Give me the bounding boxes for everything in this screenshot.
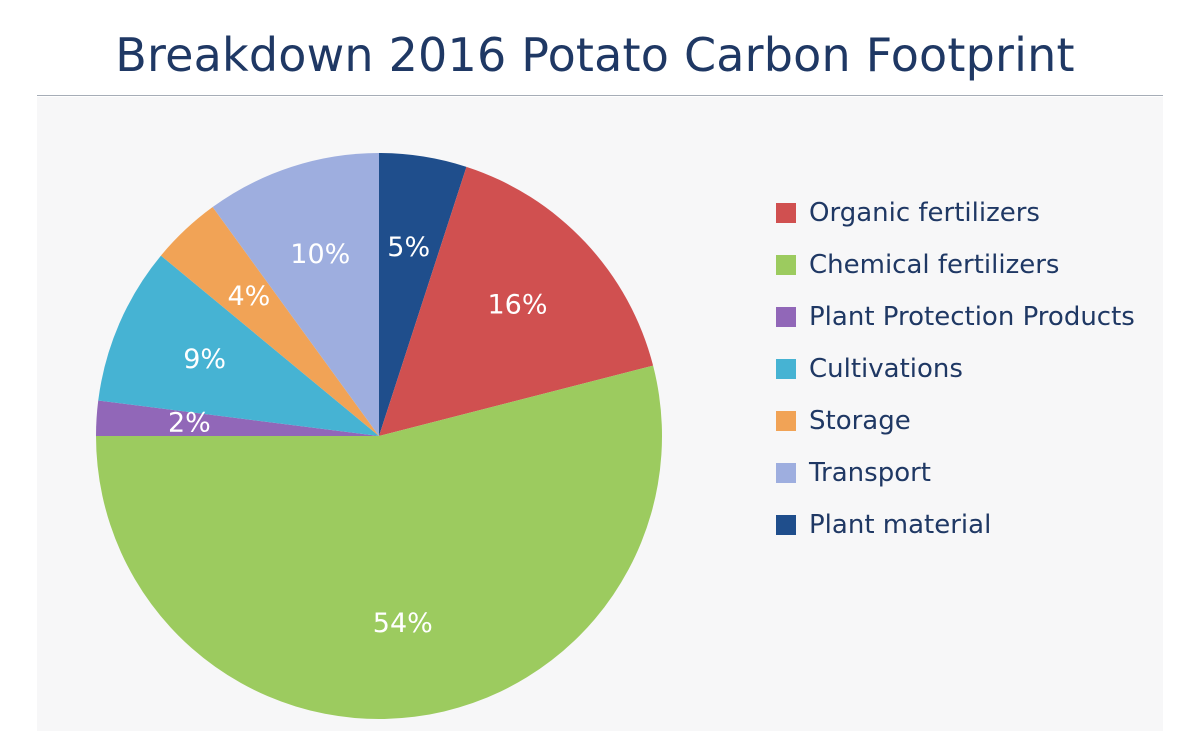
legend-swatch xyxy=(776,203,796,223)
legend-label: Chemical fertilizers xyxy=(809,250,1060,280)
pie-slice-labels: 5% 16% 54% 2% 9% 4% 10% xyxy=(168,232,548,639)
slice-label-plant-protection-products: 2% xyxy=(168,408,211,439)
legend-item-organic-fertilizers: Organic fertilizers xyxy=(776,187,1186,239)
legend-item-transport: Transport xyxy=(776,447,1186,499)
legend-swatch xyxy=(776,515,796,535)
legend-swatch xyxy=(776,359,796,379)
slice-label-chemical-fertilizers: 54% xyxy=(373,608,433,639)
legend-label: Plant Protection Products xyxy=(809,302,1135,332)
legend-label: Cultivations xyxy=(809,354,963,384)
slice-label-cultivations: 9% xyxy=(183,344,226,375)
slice-label-storage: 4% xyxy=(228,281,271,312)
pie-slices xyxy=(96,153,662,720)
legend-item-plant-protection-products: Plant Protection Products xyxy=(776,291,1186,343)
pie-slice-plant-material xyxy=(379,153,467,436)
pie-slice-transport xyxy=(212,153,379,436)
pie-slice-plant-protection-products xyxy=(96,400,379,436)
legend-item-storage: Storage xyxy=(776,395,1186,447)
pie-slice-chemical-fertilizers xyxy=(96,365,662,720)
slice-label-organic-fertilizers: 16% xyxy=(487,289,547,320)
legend-item-cultivations: Cultivations xyxy=(776,343,1186,395)
title-divider xyxy=(37,95,1163,96)
legend-swatch xyxy=(776,307,796,327)
pie-slice-cultivations xyxy=(98,255,379,436)
legend-label: Storage xyxy=(809,406,911,436)
legend-swatch xyxy=(776,255,796,275)
legend-label: Plant material xyxy=(809,510,992,540)
legend-item-plant-material: Plant material xyxy=(776,499,1186,551)
pie-slice-storage xyxy=(160,207,379,436)
legend-swatch xyxy=(776,463,796,483)
legend-label: Transport xyxy=(809,458,932,488)
pie-slice-organic-fertilizers xyxy=(379,166,654,436)
chart-legend: Organic fertilizers Chemical fertilizers P… xyxy=(776,187,1186,551)
legend-label: Organic fertilizers xyxy=(809,198,1040,228)
legend-swatch xyxy=(776,411,796,431)
page-title: Breakdown 2016 Potato Carbon Footprint xyxy=(115,28,1075,82)
slice-label-transport: 10% xyxy=(290,239,350,270)
slice-label-plant-material: 5% xyxy=(387,232,430,263)
legend-item-chemical-fertilizers: Chemical fertilizers xyxy=(776,239,1186,291)
